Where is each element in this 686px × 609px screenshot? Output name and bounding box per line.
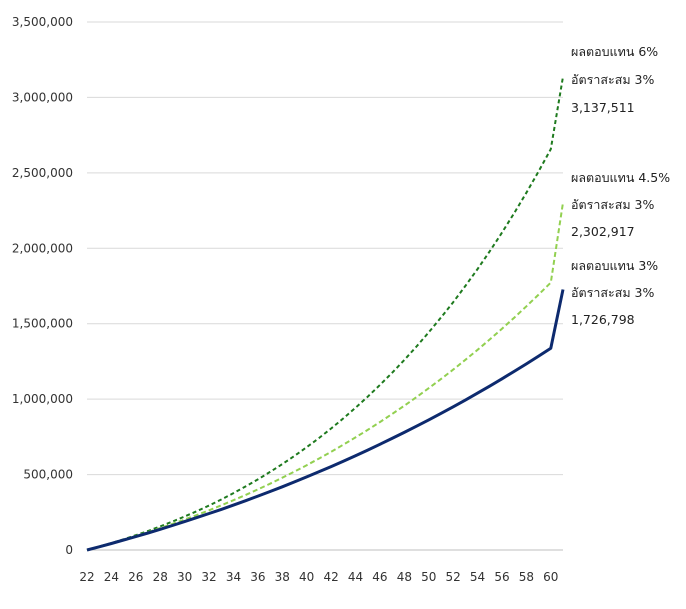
y-tick-label: 2,000,000 (12, 241, 73, 255)
y-tick-label: 1,500,000 (12, 317, 73, 331)
x-tick-label: 30 (177, 570, 192, 584)
y-tick-label: 2,500,000 (12, 166, 73, 180)
x-axis: 22 24 26 28 30 32 34 36 38 40 42 44 46 48 50 52 54 56 58 60 (79, 570, 558, 584)
series-line-r3 (86, 289, 565, 552)
x-tick-label: 42 (323, 570, 338, 584)
annotation-r45-line-2: อัตราสะสม 3% (571, 197, 654, 212)
x-tick-label: 44 (348, 570, 363, 584)
grid-lines (87, 21, 563, 551)
x-tick-label: 36 (250, 570, 265, 584)
annotation-r3-line-1: ผลตอบแทน 3% (571, 258, 658, 273)
x-tick-label: 60 (543, 570, 558, 584)
y-tick-label: 3,500,000 (12, 15, 73, 29)
x-tick-label: 50 (421, 570, 436, 584)
annotation-r45-line-1: ผลตอบแทน 4.5% (571, 170, 670, 185)
x-tick-label: 26 (128, 570, 143, 584)
y-tick-label: 1,000,000 (12, 392, 73, 406)
series-line-r45 (86, 202, 564, 551)
series-annotations: ผลตอบแทน 6% อัตราสะสม 3% 3,137,511 ผลตอบแทน… (571, 44, 670, 327)
annotation-r45-line-3: 2,302,917 (571, 224, 635, 239)
series-line-r6 (86, 76, 564, 551)
y-axis: 0 500,000 1,000,000 1,500,000 2,000,000 2,500… (12, 15, 73, 557)
y-tick-label: 0 (65, 543, 73, 557)
x-tick-label: 38 (275, 570, 290, 584)
annotation-r6-line-2: อัตราสะสม 3% (571, 72, 654, 87)
x-tick-label: 56 (494, 570, 509, 584)
x-tick-label: 46 (372, 570, 387, 584)
annotation-r3-line-2: อัตราสะสม 3% (571, 285, 654, 300)
annotation-r6-line-1: ผลตอบแทน 6% (571, 44, 658, 59)
x-tick-label: 34 (226, 570, 241, 584)
x-tick-label: 48 (397, 570, 412, 584)
annotation-r3-line-3: 1,726,798 (571, 312, 635, 327)
annotation-r6-line-3: 3,137,511 (571, 100, 635, 115)
x-tick-label: 52 (446, 570, 461, 584)
y-tick-label: 500,000 (23, 468, 73, 482)
x-tick-label: 32 (201, 570, 216, 584)
series-lines (86, 76, 565, 552)
y-tick-label: 3,000,000 (12, 90, 73, 104)
x-tick-label: 24 (104, 570, 119, 584)
x-tick-label: 22 (79, 570, 94, 584)
x-tick-label: 54 (470, 570, 485, 584)
x-tick-label: 58 (519, 570, 534, 584)
x-tick-label: 40 (299, 570, 314, 584)
x-tick-label: 28 (153, 570, 168, 584)
